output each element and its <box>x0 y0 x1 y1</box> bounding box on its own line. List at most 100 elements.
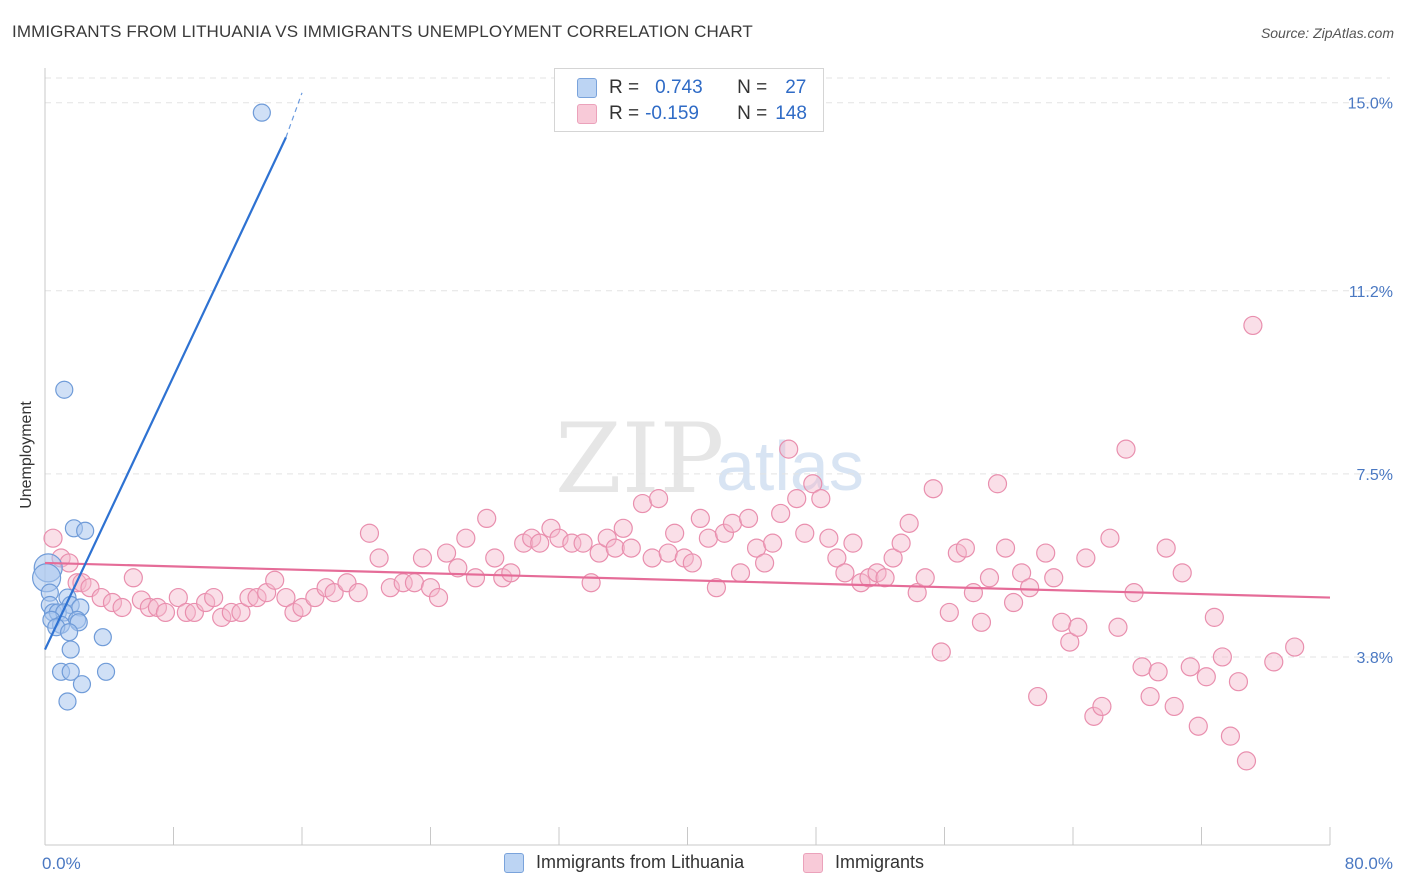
immigrants-point <box>1220 726 1241 746</box>
lithuania-point <box>58 692 77 711</box>
immigrants-point <box>123 568 143 588</box>
immigrants-point <box>1060 632 1080 652</box>
series-legend-immigrants: Immigrants <box>803 852 924 873</box>
immigrants-point <box>1164 696 1184 717</box>
immigrants-point <box>621 538 641 558</box>
lithuania-trend-line <box>44 136 287 651</box>
immigrants-point <box>605 538 625 558</box>
immigrants-point <box>448 558 468 578</box>
immigrants-point <box>899 513 919 533</box>
immigrants-point <box>939 602 959 623</box>
immigrants-point <box>420 578 441 598</box>
watermark: ZIP atlas <box>555 403 864 515</box>
immigrants-point <box>955 538 975 558</box>
legend-n-label: N = <box>737 103 768 124</box>
lithuania-point <box>72 675 92 694</box>
immigrants-point <box>1140 686 1160 707</box>
series-legend: Immigrants from Lithuania Immigrants <box>0 852 1406 878</box>
immigrants-point <box>658 543 678 563</box>
immigrants-point <box>1180 657 1200 677</box>
immigrants-point <box>265 570 285 590</box>
immigrants-point <box>642 548 662 568</box>
legend-n-value: 148 <box>775 103 807 124</box>
immigrants-point <box>987 474 1008 494</box>
immigrants-point <box>795 523 815 543</box>
immigrants-point <box>1092 696 1112 717</box>
immigrants-point <box>1156 538 1176 558</box>
immigrants-point <box>1084 706 1104 726</box>
immigrants-point <box>722 513 743 533</box>
immigrants-point <box>436 543 457 563</box>
immigrants-point <box>875 568 895 588</box>
immigrants-point <box>380 578 400 598</box>
lithuania-point <box>61 662 80 681</box>
lithuania-point <box>61 640 80 659</box>
legend-row-lithuania: R = 0.743 N = 27 <box>577 75 806 101</box>
immigrants-point <box>738 508 759 529</box>
immigrants-point <box>891 533 911 553</box>
immigrants-point <box>665 523 685 543</box>
immigrants-point <box>1003 592 1024 613</box>
immigrants-point <box>811 489 831 509</box>
lithuania-point <box>55 380 74 399</box>
x-tick-label: 80.0% <box>1345 854 1393 873</box>
immigrants-point <box>43 528 63 548</box>
trend-lines <box>44 92 1331 651</box>
immigrants-point <box>1236 751 1257 771</box>
immigrants-point <box>597 528 617 548</box>
immigrants-point <box>613 518 633 538</box>
legend-r-label: R = <box>609 77 640 98</box>
immigrants-point <box>979 568 1000 588</box>
immigrants-point <box>632 493 653 514</box>
immigrants-point <box>787 489 807 509</box>
x-tick-label: 0.0% <box>42 854 81 873</box>
legend-swatch-pink <box>577 104 597 124</box>
source-credit: Source: ZipAtlas.com <box>1260 25 1394 41</box>
immigrants-point <box>698 528 718 548</box>
immigrants-point <box>155 602 176 623</box>
immigrants-point <box>231 602 251 623</box>
immigrants-point <box>359 523 380 543</box>
immigrants-point <box>428 587 449 608</box>
watermark-zip: ZIP <box>555 403 724 515</box>
immigrants-point <box>212 607 232 627</box>
correlation-legend: R = 0.743 N = 27 R = -0.159 N = 148 <box>554 68 824 132</box>
lithuania-point <box>93 628 112 647</box>
immigrants-point <box>131 590 151 610</box>
immigrants-point <box>221 602 241 623</box>
lithuania-trend-extension <box>285 92 303 138</box>
y-tick-label: 7.5% <box>1357 467 1393 484</box>
immigrants-point <box>102 592 123 613</box>
immigrants-point <box>412 548 433 568</box>
immigrants-point <box>477 508 497 529</box>
immigrants-point <box>1285 637 1305 657</box>
immigrants-point <box>501 563 521 583</box>
immigrants-point <box>648 489 669 509</box>
immigrants-point <box>276 587 296 608</box>
immigrants-point <box>530 533 550 553</box>
immigrants-point <box>931 642 951 662</box>
immigrants-point <box>1052 612 1072 632</box>
series-swatch-pink <box>803 852 823 873</box>
immigrants-point <box>1011 563 1032 583</box>
immigrants-trend-line <box>44 561 1331 599</box>
immigrants-point <box>369 548 389 568</box>
immigrants-points <box>43 315 1305 771</box>
immigrants-point <box>1188 716 1208 736</box>
immigrants-point <box>485 548 505 568</box>
immigrants-point <box>1148 662 1168 682</box>
immigrants-point <box>1204 607 1224 627</box>
series-legend-lithuania: Immigrants from Lithuania <box>504 852 744 873</box>
immigrants-point <box>247 587 267 608</box>
legend-r-value: 0.743 <box>655 77 703 98</box>
immigrants-point <box>1196 667 1216 687</box>
immigrants-point <box>883 548 903 568</box>
immigrants-point <box>1172 563 1192 583</box>
immigrants-point <box>1212 647 1232 667</box>
immigrants-point <box>682 553 702 573</box>
immigrants-point <box>292 597 312 618</box>
immigrants-point <box>404 573 425 593</box>
immigrants-point <box>971 612 992 632</box>
immigrants-point <box>779 439 799 459</box>
